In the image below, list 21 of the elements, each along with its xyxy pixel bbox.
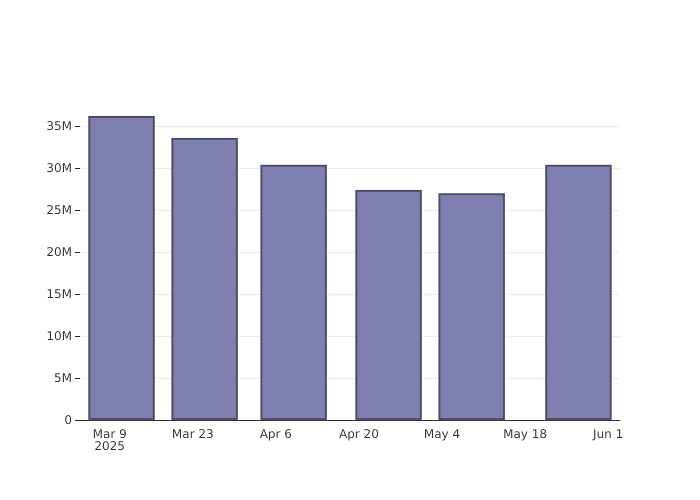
x-tick-label: May 18 bbox=[503, 427, 548, 441]
y-tick-label: 20M bbox=[46, 245, 72, 260]
bar bbox=[171, 138, 238, 420]
bar bbox=[88, 116, 155, 420]
x-tick-label: Mar 23 bbox=[172, 427, 214, 441]
y-tick-label: 0 bbox=[64, 413, 72, 427]
y-tick-label: 35M bbox=[46, 119, 72, 134]
y-tick-label: 15M bbox=[46, 287, 72, 302]
bar bbox=[438, 193, 505, 420]
x-tick-label: May 4 bbox=[424, 427, 460, 441]
x-tick-label: Jun 1 bbox=[592, 427, 624, 441]
x-tick-label: Apr 6 bbox=[260, 427, 292, 441]
y-tick-label: 5M bbox=[54, 371, 72, 386]
bar bbox=[355, 190, 422, 420]
x-tick-label: Apr 20 bbox=[338, 427, 379, 441]
x-tick-label: Mar 9 2025 bbox=[92, 427, 127, 453]
y-tick-label: 25M bbox=[46, 203, 72, 218]
bar bbox=[545, 164, 612, 420]
y-tick-label: 30M bbox=[46, 161, 72, 176]
y-tick-label: 10M bbox=[46, 329, 72, 344]
bar bbox=[260, 164, 327, 420]
